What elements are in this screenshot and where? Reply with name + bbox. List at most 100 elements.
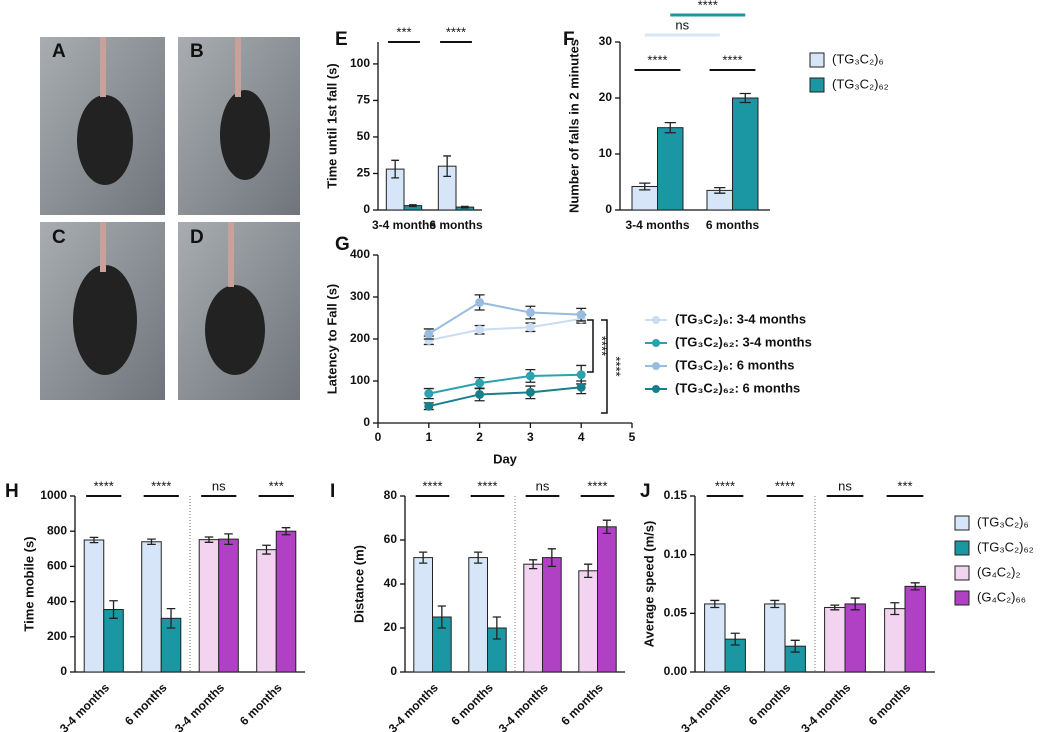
significance-label: ns	[838, 478, 852, 493]
legend-label: (TG₃C₂)₆₂	[977, 539, 1034, 554]
point	[424, 401, 434, 411]
significance-label: ****	[775, 478, 795, 493]
legend-label: (TG₃C₂)₆	[977, 514, 1029, 529]
significance-label: ****	[422, 478, 442, 493]
error-bar	[89, 536, 99, 544]
x-tick-label: 6 months	[122, 680, 170, 728]
point	[576, 310, 586, 320]
x-tick-label: 6 months	[866, 680, 914, 728]
y-tick-label: 1000	[40, 488, 67, 502]
x-axis-label: Day	[493, 451, 518, 466]
photo-b: B	[178, 37, 300, 215]
panel-label: E	[335, 29, 348, 50]
significance-label: ****	[446, 24, 466, 39]
point	[576, 370, 586, 380]
error-bar	[790, 639, 800, 653]
y-tick-label: 0	[60, 664, 67, 678]
error-bar	[281, 527, 291, 536]
bar	[597, 526, 617, 673]
x-tick-label: 0	[375, 430, 382, 444]
bar	[884, 608, 906, 673]
legend-marker	[652, 385, 660, 393]
error-bar	[730, 632, 740, 646]
x-tick-label: 6 months	[746, 680, 794, 728]
photo-a: A	[40, 37, 165, 215]
bar	[824, 606, 846, 673]
bar	[523, 563, 543, 673]
bracket	[587, 319, 594, 373]
panel-label: G	[335, 234, 350, 255]
bar	[904, 585, 926, 673]
bracket	[601, 319, 608, 414]
bar	[578, 570, 598, 673]
line	[428, 317, 582, 342]
y-tick-label: 0	[363, 415, 370, 429]
bar	[542, 557, 562, 673]
photo-label: A	[52, 41, 66, 62]
bar	[141, 541, 162, 673]
bar	[218, 538, 239, 673]
point	[525, 387, 535, 397]
error-bar	[714, 186, 726, 194]
point	[424, 329, 434, 339]
error-bar	[443, 155, 452, 178]
legend-label: (TG₃C₂)₆₂	[832, 76, 889, 91]
panel-label: I	[330, 481, 335, 502]
significance-label: ****	[477, 478, 497, 493]
y-tick-label: 0.15	[664, 488, 688, 502]
y-axis-label: Average speed (m/s)	[641, 521, 656, 648]
y-tick-label: 400	[350, 247, 370, 261]
x-tick-label: 2	[476, 430, 483, 444]
error-bar	[166, 607, 176, 629]
y-axis-label: Time until 1st fall (s)	[324, 63, 339, 188]
bar	[413, 557, 433, 673]
point	[475, 389, 485, 399]
error-bar	[910, 582, 920, 591]
y-tick-label: 300	[350, 289, 370, 303]
x-tick-label: 6 months	[429, 218, 483, 232]
significance-label: ***	[897, 478, 912, 493]
legend-swatch	[954, 515, 970, 531]
error-bar	[147, 538, 156, 546]
x-tick-label: 3-4 months	[372, 218, 436, 232]
point	[576, 382, 586, 392]
bar	[256, 549, 277, 673]
y-tick-label: 25	[357, 166, 371, 180]
y-axis-label: Time mobile (s)	[21, 536, 36, 631]
error-bar	[474, 551, 483, 564]
point	[525, 308, 535, 318]
error-bar	[262, 544, 271, 555]
legend-label: (TG₃C₂)₆: 6 months	[675, 357, 795, 372]
x-tick-label: 6 months	[448, 680, 496, 728]
significance-label: ****	[647, 52, 667, 67]
bar	[844, 603, 866, 673]
significance-label: ns	[212, 478, 226, 493]
bar	[83, 539, 105, 673]
y-tick-label: 30	[599, 34, 613, 48]
line	[428, 373, 582, 395]
significance-label: ****	[595, 336, 610, 356]
point	[525, 322, 535, 332]
point	[525, 371, 535, 381]
x-tick-label: 3-4 months	[386, 680, 441, 732]
error-bar	[710, 599, 720, 609]
legend-label: (TG₃C₂)₆₂: 3-4 months	[675, 334, 812, 349]
error-bar	[850, 597, 860, 611]
photo-c: C	[40, 222, 165, 400]
y-tick-label: 20	[384, 620, 398, 634]
error-bar	[639, 182, 651, 191]
error-bar	[492, 616, 501, 640]
significance-label: ****	[609, 356, 624, 376]
y-axis-label: Number of falls in 2 minutes	[566, 39, 581, 213]
error-bar	[739, 92, 751, 104]
x-tick-label: 3	[527, 430, 534, 444]
legend-label: (G₄C₂)₆₆	[977, 589, 1026, 604]
bar	[468, 557, 488, 673]
y-tick-label: 60	[384, 532, 398, 546]
legend-label: (G₄C₂)₂	[977, 564, 1021, 579]
photo-label: B	[190, 41, 204, 62]
y-tick-label: 0.00	[664, 664, 688, 678]
x-tick-label: 3-4 months	[798, 680, 853, 732]
significance-label: ns	[675, 17, 689, 32]
y-tick-label: 400	[47, 594, 67, 608]
